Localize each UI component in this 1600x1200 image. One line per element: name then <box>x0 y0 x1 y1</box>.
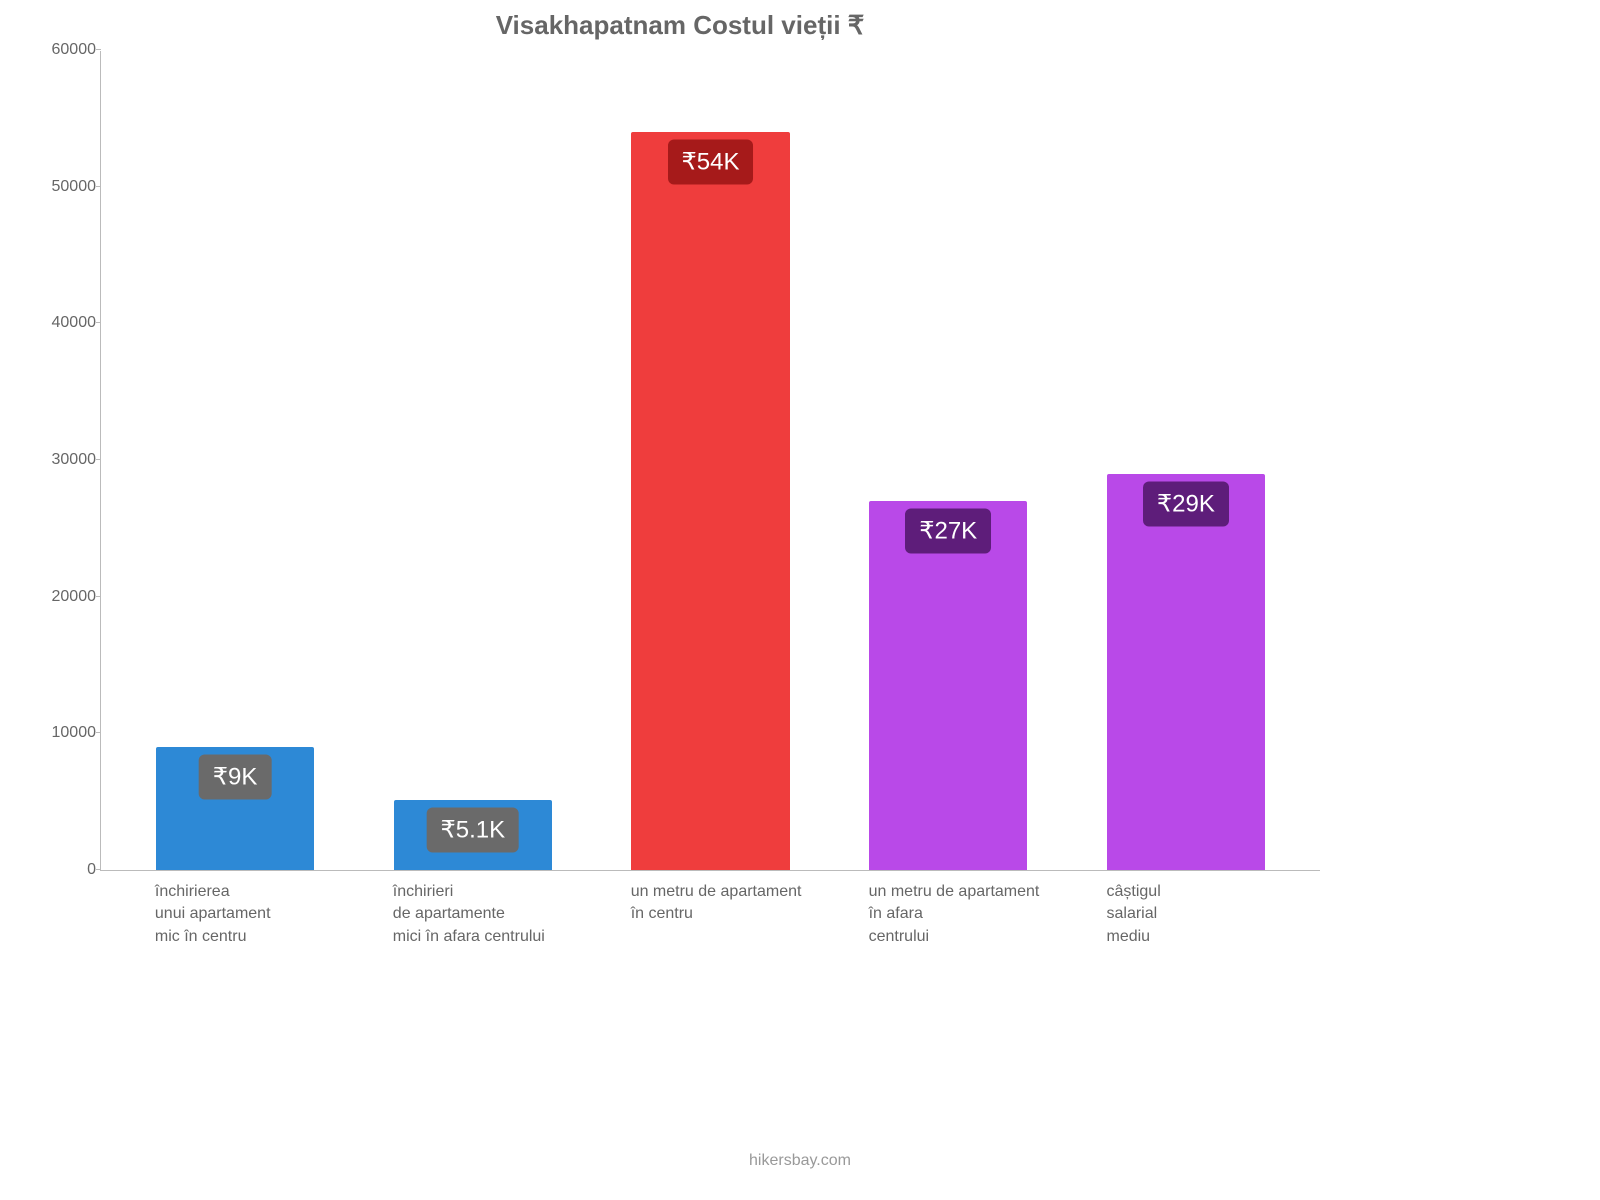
y-tick-label: 60000 <box>41 41 96 59</box>
bar <box>631 132 789 870</box>
y-tick-label: 50000 <box>41 178 96 196</box>
chart-title: Visakhapatnam Costul vieții ₹ <box>40 10 1320 41</box>
y-tick-mark <box>96 49 101 50</box>
bar-value-label: ₹9K <box>199 755 272 800</box>
y-tick-label: 10000 <box>41 724 96 742</box>
chart-container: Visakhapatnam Costul vieții ₹ 0 10000 2000… <box>40 10 1320 1010</box>
bar-value-label: ₹27K <box>905 509 991 554</box>
bar-value-label: ₹5.1K <box>426 808 519 853</box>
y-tick-mark <box>96 459 101 460</box>
x-tick-label: închirieri de apartamente mici în afara … <box>393 881 631 948</box>
y-tick-mark <box>96 596 101 597</box>
y-tick-mark <box>96 322 101 323</box>
x-tick-label: închirierea unui apartament mic în centr… <box>155 881 393 948</box>
bar-value-label: ₹29K <box>1143 481 1229 526</box>
y-tick-mark <box>96 186 101 187</box>
x-axis-labels: închirierea unui apartament mic în centr… <box>100 871 1320 991</box>
plot-area: 0100002000030000400005000060000₹9K₹5.1K₹… <box>100 51 1320 871</box>
bar <box>869 501 1027 870</box>
attribution: hikersbay.com <box>0 1152 1600 1170</box>
y-tick-mark <box>96 869 101 870</box>
y-tick-label: 30000 <box>41 451 96 469</box>
y-tick-label: 20000 <box>41 588 96 606</box>
x-tick-label: un metru de apartament în afara centrulu… <box>869 881 1107 948</box>
x-tick-label: un metru de apartament în centru <box>631 881 869 926</box>
bar-value-label: ₹54K <box>668 140 754 185</box>
y-tick-label: 40000 <box>41 314 96 332</box>
y-tick-mark <box>96 732 101 733</box>
bar <box>1107 474 1265 870</box>
x-tick-label: câștigul salarial mediu <box>1107 881 1345 948</box>
y-tick-label: 0 <box>41 861 96 879</box>
